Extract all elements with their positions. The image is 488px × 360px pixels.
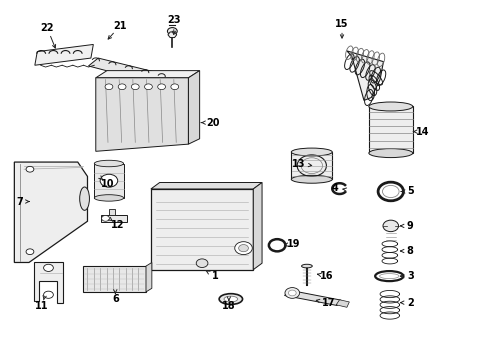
Circle shape: [288, 290, 296, 296]
Ellipse shape: [94, 195, 123, 201]
Text: 15: 15: [335, 19, 348, 29]
Polygon shape: [368, 107, 412, 153]
Circle shape: [43, 264, 53, 271]
Text: 9: 9: [406, 221, 413, 231]
Ellipse shape: [224, 296, 237, 302]
Polygon shape: [88, 58, 171, 84]
Polygon shape: [188, 71, 199, 144]
Text: 21: 21: [113, 21, 127, 31]
Polygon shape: [167, 32, 176, 37]
Circle shape: [238, 244, 248, 252]
Text: 8: 8: [406, 246, 413, 256]
Text: 14: 14: [415, 127, 428, 136]
Polygon shape: [291, 152, 331, 179]
Text: 6: 6: [112, 294, 119, 304]
Polygon shape: [109, 210, 115, 215]
Circle shape: [234, 242, 252, 255]
Ellipse shape: [219, 294, 242, 305]
Text: 5: 5: [406, 186, 413, 197]
Polygon shape: [96, 71, 199, 78]
Text: 10: 10: [101, 179, 115, 189]
Circle shape: [170, 84, 178, 90]
Polygon shape: [346, 51, 383, 100]
Ellipse shape: [382, 185, 398, 198]
Text: 12: 12: [111, 220, 124, 230]
Circle shape: [158, 84, 165, 90]
Circle shape: [131, 84, 139, 90]
Text: 4: 4: [331, 183, 337, 193]
Polygon shape: [151, 183, 262, 189]
Polygon shape: [335, 300, 348, 307]
Ellipse shape: [291, 175, 331, 183]
Polygon shape: [82, 266, 146, 292]
Circle shape: [102, 216, 109, 221]
Text: 11: 11: [35, 301, 49, 311]
Circle shape: [167, 28, 177, 35]
Text: 1: 1: [211, 271, 218, 281]
Text: 3: 3: [406, 271, 413, 281]
Ellipse shape: [80, 187, 89, 210]
Text: 13: 13: [292, 159, 305, 169]
Text: 20: 20: [205, 118, 219, 128]
Text: 19: 19: [286, 239, 300, 249]
Circle shape: [26, 249, 34, 255]
Polygon shape: [146, 262, 152, 292]
Polygon shape: [151, 189, 253, 270]
Polygon shape: [284, 291, 340, 306]
Text: 7: 7: [17, 197, 23, 207]
Circle shape: [144, 84, 152, 90]
Text: 16: 16: [319, 271, 332, 281]
Polygon shape: [35, 44, 93, 65]
Polygon shape: [101, 215, 127, 222]
Circle shape: [196, 259, 207, 267]
Text: 2: 2: [406, 298, 413, 308]
Circle shape: [105, 84, 113, 90]
Ellipse shape: [100, 174, 118, 187]
Polygon shape: [34, 262, 63, 303]
Text: 22: 22: [40, 23, 54, 33]
Text: 18: 18: [222, 301, 235, 311]
Circle shape: [26, 166, 34, 172]
Ellipse shape: [368, 149, 412, 158]
Ellipse shape: [291, 148, 331, 156]
Text: 23: 23: [167, 15, 180, 26]
Circle shape: [382, 220, 398, 231]
Text: 17: 17: [321, 298, 334, 308]
Ellipse shape: [268, 239, 285, 251]
Circle shape: [118, 84, 126, 90]
Ellipse shape: [374, 271, 403, 281]
Ellipse shape: [94, 160, 123, 167]
Polygon shape: [94, 163, 123, 198]
Ellipse shape: [377, 182, 403, 201]
Circle shape: [285, 288, 299, 298]
Ellipse shape: [368, 102, 412, 111]
Circle shape: [43, 291, 53, 298]
Ellipse shape: [379, 274, 398, 279]
Polygon shape: [253, 183, 262, 270]
Polygon shape: [96, 78, 188, 151]
Ellipse shape: [301, 264, 312, 268]
Polygon shape: [14, 162, 87, 262]
